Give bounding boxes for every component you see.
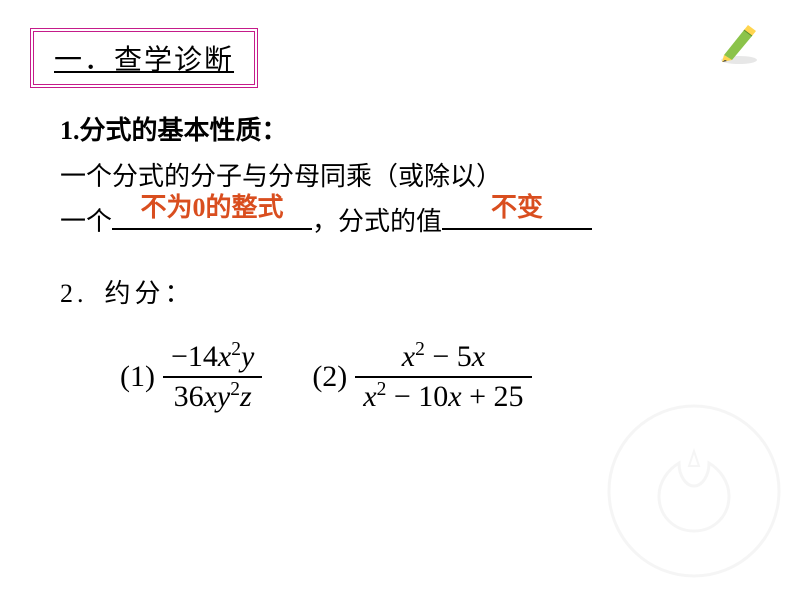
math-item-2: (2) x2 − 5x x2 − 10x + 25	[312, 340, 531, 414]
fraction-1-numerator: −14x2y	[163, 340, 262, 374]
fraction-1-line	[163, 376, 262, 378]
content-area: 1.分式的基本性质： 一个分式的分子与分母同乘（或除以） 一个 不为0的整式 ，…	[60, 110, 740, 414]
blank-1: 不为0的整式	[112, 204, 312, 230]
fraction-2-denominator: x2 − 10x + 25	[355, 380, 531, 414]
fraction-2-numerator: x2 − 5x	[394, 340, 493, 374]
sub-heading: 2. 约分：	[60, 273, 740, 310]
fraction-1-denominator: 36xy2z	[166, 380, 260, 414]
line2-prefix: 一个	[60, 207, 112, 236]
watermark-icon	[604, 401, 784, 586]
pencil-icon	[714, 20, 764, 70]
item-1-label: (1)	[120, 360, 155, 394]
section-title: 一．查学诊断	[54, 45, 234, 76]
blank-2: 不变	[442, 204, 592, 230]
fraction-2: x2 − 5x x2 − 10x + 25	[355, 340, 531, 414]
line2-mid: ，分式的值	[312, 207, 442, 236]
blank-2-answer: 不变	[491, 187, 543, 229]
property-heading: 1.分式的基本性质：	[60, 110, 740, 152]
item-2-label: (2)	[312, 360, 347, 394]
body-line-2: 一个 不为0的整式 ，分式的值 不变	[60, 201, 740, 243]
math-item-1: (1) −14x2y 36xy2z	[120, 340, 262, 414]
title-box: 一．查学诊断	[30, 28, 258, 88]
blank-1-answer: 不为0的整式	[141, 187, 284, 229]
fraction-2-line	[355, 376, 531, 378]
fraction-1: −14x2y 36xy2z	[163, 340, 262, 414]
